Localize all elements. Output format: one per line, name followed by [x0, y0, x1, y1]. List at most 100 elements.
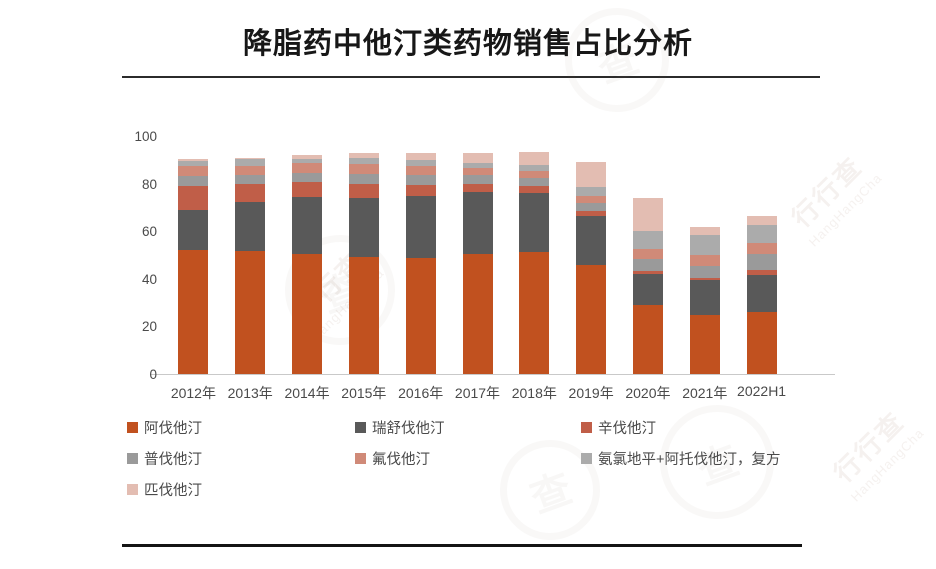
- bar-segment: [746, 215, 777, 226]
- stacked-bar-2016年: [405, 152, 436, 374]
- bar-segment: [689, 255, 720, 266]
- bar-segment: [405, 184, 436, 196]
- bar-segment: [462, 152, 493, 164]
- bar-segment: [178, 250, 209, 374]
- x-tick-label-2016年: 2016年: [398, 385, 444, 401]
- x-tick-label-2020年: 2020年: [625, 385, 671, 401]
- bar-segment: [462, 253, 493, 374]
- bar-segment: [292, 163, 323, 173]
- bar-segment: [576, 215, 607, 265]
- bar-segment: [462, 175, 493, 184]
- bar-segment: [689, 314, 720, 374]
- y-tick-label-100: 100: [134, 129, 157, 144]
- bar-segment: [689, 234, 720, 256]
- bar-segment: [576, 162, 607, 188]
- legend-item-2: 瑞舒伐他汀: [355, 417, 581, 438]
- bar-segment: [235, 157, 266, 159]
- stacked-bar-2021年: [689, 226, 720, 374]
- bar-segment: [576, 187, 607, 196]
- x-tick-label-2018年: 2018年: [511, 385, 557, 401]
- bar-segment: [689, 280, 720, 315]
- bar-segment: [519, 177, 550, 187]
- stacked-bar-2018年: [519, 151, 550, 374]
- bar-segment: [235, 183, 266, 202]
- legend-label: 氨氯地平+阿托伐他汀，复方: [598, 452, 781, 468]
- bar-segment: [746, 253, 777, 271]
- plot-area: 0 20 40 60 80 100 2012年 2013年 2014年 2015年 2016年 201…: [134, 129, 835, 401]
- legend-label: 氟伐他汀: [372, 452, 430, 468]
- footer-rule: [122, 544, 802, 547]
- bar-segment: [462, 183, 493, 192]
- bar-segment: [405, 195, 436, 258]
- bar-segment: [519, 186, 550, 194]
- bar-segment: [292, 181, 323, 197]
- bar-segment: [178, 166, 209, 176]
- bar-segment: [519, 151, 550, 165]
- legend-label: 普伐他汀: [144, 452, 202, 468]
- x-tick-label-2014年: 2014年: [284, 385, 330, 401]
- bar-segment: [632, 231, 663, 250]
- bar-segment: [405, 165, 436, 176]
- bar-segment: [632, 249, 663, 259]
- bar-segment: [235, 250, 266, 374]
- legend-item-5: 氟伐他汀: [355, 448, 581, 469]
- bar-segment: [235, 201, 266, 251]
- legend-label: 辛伐他汀: [598, 421, 656, 437]
- watermark-text: 行行查 HangHangCha: [785, 150, 885, 250]
- legend-swatch-icon: [355, 422, 366, 433]
- legend-label: 阿伐他汀: [144, 421, 202, 437]
- bar-segment: [178, 159, 209, 161]
- bar-segment: [576, 202, 607, 211]
- bar-segment: [405, 159, 436, 166]
- stacked-bar-2015年: [348, 152, 379, 374]
- legend-swatch-icon: [581, 422, 592, 433]
- legend-item-3: 辛伐他汀: [581, 417, 827, 438]
- legend-swatch-icon: [127, 422, 138, 433]
- bar-segment: [292, 172, 323, 182]
- legend-item-6: 氨氯地平+阿托伐他汀，复方: [581, 448, 827, 469]
- bar-segment: [519, 170, 550, 178]
- stacked-bar-2020年: [632, 198, 663, 374]
- bar-segment: [576, 210, 607, 216]
- x-axis-line: [150, 374, 835, 375]
- legend-swatch-icon: [127, 453, 138, 464]
- bar-segment: [405, 152, 436, 160]
- bar-segment: [632, 274, 663, 305]
- bar-segment: [292, 196, 323, 254]
- bar-segment: [746, 243, 777, 254]
- y-tick-label-0: 0: [149, 367, 157, 382]
- legend-swatch-icon: [127, 484, 138, 495]
- y-tick-label-60: 60: [141, 224, 157, 240]
- bar-segment: [348, 163, 379, 175]
- legend-item-1: 阿伐他汀: [127, 417, 355, 438]
- legend-swatch-icon: [581, 453, 592, 464]
- bar-segment: [632, 198, 663, 232]
- bar-segment: [746, 225, 777, 244]
- bar-segment: [519, 251, 550, 374]
- bar-segment: [348, 174, 379, 184]
- legend-item-7: 匹伐他汀: [127, 479, 355, 500]
- bar-segment: [178, 160, 209, 167]
- bar-segment: [405, 257, 436, 374]
- bar-segment: [292, 158, 323, 164]
- bar-segment: [348, 197, 379, 257]
- x-tick-label-2012年: 2012年: [170, 385, 216, 401]
- bar-segment: [462, 163, 493, 169]
- bar-segment: [519, 193, 550, 252]
- bar-segment: [462, 191, 493, 254]
- watermark-text: 行行查 HangHangCha: [827, 405, 927, 505]
- legend: 阿伐他汀 瑞舒伐他汀 辛伐他汀普伐他汀 氟伐他汀 氨氯地平+阿托伐他汀，复方匹伐他汀: [127, 417, 827, 500]
- bar-segment: [292, 155, 323, 159]
- stacked-bar-2022H1: [746, 215, 777, 374]
- stacked-bar-2014年: [292, 155, 323, 374]
- y-tick-label-80: 80: [141, 176, 157, 192]
- bar-segment: [178, 209, 209, 251]
- bar-segment: [576, 265, 607, 374]
- title-underline: [122, 76, 820, 78]
- bar-segment: [632, 305, 663, 374]
- x-tick-label-2015年: 2015年: [341, 385, 387, 401]
- bar-segment: [178, 185, 209, 210]
- x-tick-label-2021年: 2021年: [682, 385, 728, 401]
- watermark-logo-icon: 查: [550, 0, 684, 127]
